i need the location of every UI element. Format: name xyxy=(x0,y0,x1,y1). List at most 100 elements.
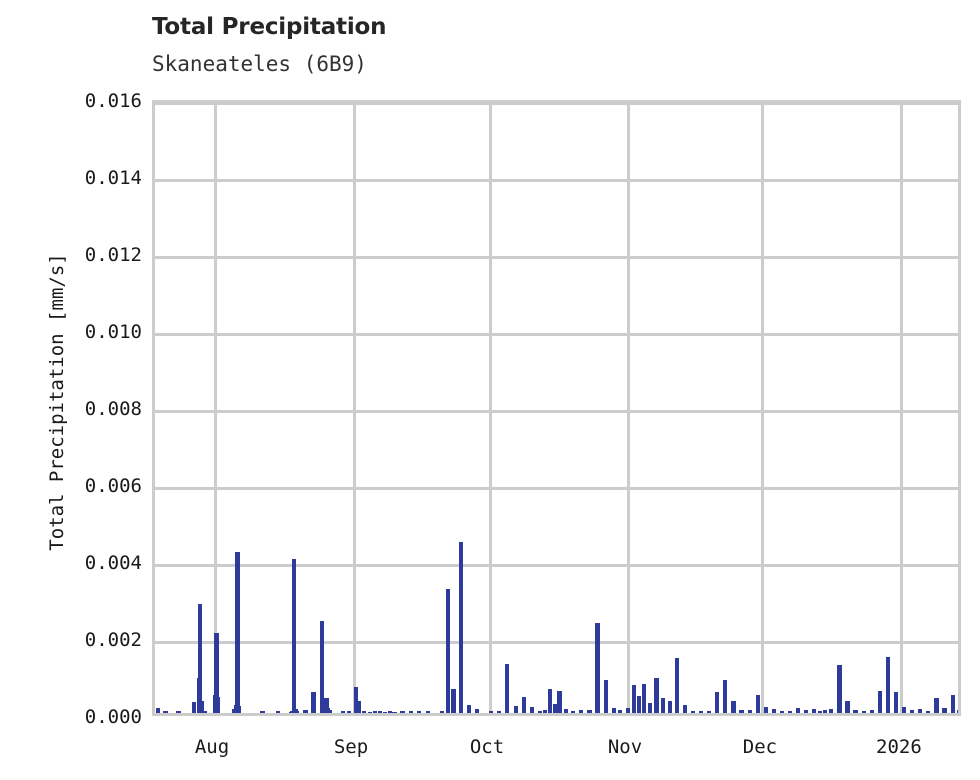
bar xyxy=(845,701,850,713)
bar xyxy=(861,710,866,713)
bar xyxy=(361,711,366,713)
gridline-horizontal xyxy=(155,332,958,336)
bar xyxy=(488,710,493,713)
bar xyxy=(400,711,405,713)
bar xyxy=(563,709,569,713)
bar xyxy=(707,711,712,713)
y-tick-label: 0.008 xyxy=(84,398,142,420)
bar xyxy=(618,710,623,713)
bar xyxy=(755,694,760,713)
bar xyxy=(275,711,281,713)
bar xyxy=(595,623,600,713)
bar xyxy=(216,696,221,713)
bar xyxy=(654,677,659,713)
x-tick-label: Aug xyxy=(194,736,230,758)
bar xyxy=(648,703,653,713)
bar xyxy=(631,685,636,713)
bar xyxy=(529,706,535,713)
bar xyxy=(504,663,509,713)
bar xyxy=(199,701,204,713)
bar xyxy=(957,709,958,713)
bar xyxy=(537,711,543,713)
bar xyxy=(176,711,181,713)
x-tick-label: Dec xyxy=(742,736,778,758)
bar xyxy=(552,703,557,713)
gridline-horizontal xyxy=(155,563,958,567)
y-tick-label: 0.006 xyxy=(84,475,142,497)
bar xyxy=(950,694,955,713)
bar xyxy=(311,691,316,713)
gridline-vertical xyxy=(626,103,630,713)
bar xyxy=(796,708,801,713)
bar xyxy=(668,701,673,713)
bar xyxy=(327,710,332,713)
bar xyxy=(163,711,168,713)
gridline-horizontal xyxy=(155,486,958,490)
bar xyxy=(893,692,899,713)
bar xyxy=(812,708,817,713)
y-tick-label: 0.010 xyxy=(84,321,142,343)
plot-area xyxy=(152,100,961,716)
bar xyxy=(445,589,450,713)
x-tick-label: Sep xyxy=(333,736,369,758)
x-tick-label: 2026 xyxy=(876,736,922,758)
bar xyxy=(739,709,744,713)
bar xyxy=(295,711,300,713)
bar xyxy=(513,706,518,713)
bar xyxy=(787,711,793,713)
gridline-vertical xyxy=(488,103,492,713)
y-tick-label: 0.014 xyxy=(84,167,142,189)
bar xyxy=(682,705,687,713)
bar xyxy=(214,633,219,713)
bar xyxy=(466,704,471,713)
bar xyxy=(340,711,345,713)
chart-subtitle: Skaneateles (6B9) xyxy=(152,52,367,76)
bar xyxy=(198,604,203,713)
bar xyxy=(416,711,421,713)
bar xyxy=(521,696,526,713)
bar xyxy=(377,711,382,713)
bar xyxy=(293,709,298,713)
y-tick-label: 0.002 xyxy=(84,629,142,651)
bar xyxy=(356,701,361,713)
bar xyxy=(942,708,947,713)
bar xyxy=(191,702,196,713)
bar xyxy=(382,711,387,713)
bar xyxy=(387,711,392,713)
bar xyxy=(674,658,679,713)
gridline-horizontal xyxy=(155,103,958,105)
bar xyxy=(822,710,827,713)
bar xyxy=(324,698,329,713)
bar xyxy=(156,708,161,713)
bar xyxy=(392,711,397,713)
bar xyxy=(458,541,463,713)
bar xyxy=(660,697,666,713)
bar xyxy=(547,689,552,713)
bar xyxy=(877,690,882,713)
bar xyxy=(829,709,834,713)
bar-series xyxy=(155,103,958,713)
bar xyxy=(203,711,208,713)
bar xyxy=(542,709,548,713)
bar xyxy=(636,695,641,713)
bar xyxy=(425,711,430,713)
bar xyxy=(571,710,576,713)
y-tick-label: 0.012 xyxy=(84,244,142,266)
bar xyxy=(603,679,608,713)
y-tick-label: 0.004 xyxy=(84,552,142,574)
bar xyxy=(579,709,584,713)
bar xyxy=(837,665,842,713)
bar xyxy=(885,657,891,713)
x-tick-label: Oct xyxy=(469,736,505,758)
gridline-horizontal xyxy=(155,255,958,259)
bar xyxy=(260,711,265,713)
bar xyxy=(771,709,776,713)
bar xyxy=(763,706,768,713)
bar xyxy=(292,559,297,713)
bar xyxy=(319,620,324,713)
y-tick-label: 0.016 xyxy=(84,90,142,112)
gridline-horizontal xyxy=(155,640,958,644)
bar xyxy=(779,710,785,713)
bar xyxy=(690,710,696,713)
